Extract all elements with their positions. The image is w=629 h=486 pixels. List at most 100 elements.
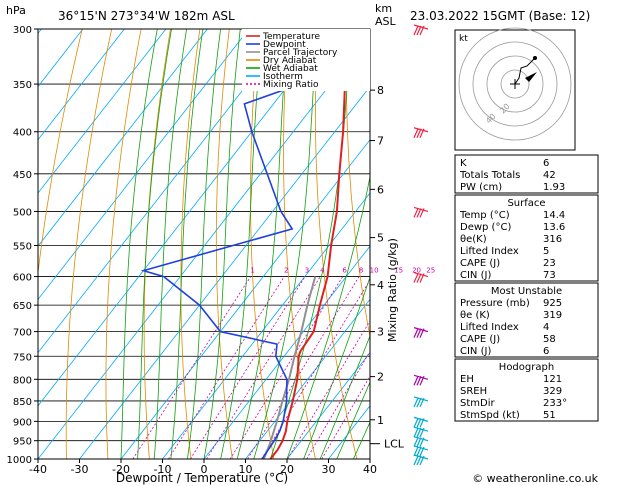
wet-adiabat-lines (120, 29, 370, 459)
wet-adiabat (153, 29, 187, 459)
wet-adiabat (236, 29, 289, 459)
wet-adiabat (270, 29, 352, 459)
mixing-ratio-line (206, 276, 321, 459)
legend-label: Parcel Trajectory (263, 48, 338, 58)
wind-barb-flag (416, 128, 422, 138)
stat-section-title: Surface (507, 198, 545, 209)
wind-barb-flag (413, 273, 419, 283)
wind-barb-flag (416, 397, 422, 408)
wind-barb (413, 445, 429, 457)
isotherm (162, 192, 370, 459)
km-tick-label: 2 (377, 371, 384, 384)
stat-label: StmSpd (kt) (460, 410, 520, 421)
wind-barb-flag (416, 328, 422, 338)
storm-motion-arrow (525, 72, 537, 82)
wind-barb-flag (419, 437, 425, 447)
wet-adiabat (203, 29, 241, 459)
stat-label: θe (K) (460, 310, 490, 321)
wind-barb-flag (416, 446, 422, 457)
pressure-tick-label: 1000 (7, 455, 32, 466)
wind-barb-flag (416, 208, 422, 218)
wet-adiabat (286, 174, 370, 459)
stat-value: 925 (543, 298, 562, 309)
wind-barb (413, 24, 429, 36)
pressure-unit-label: hPa (6, 4, 26, 17)
pressure-tick-label: 600 (13, 273, 32, 284)
wind-barb (413, 374, 429, 386)
dry-adiabat (315, 29, 358, 459)
stat-value: 73 (543, 270, 556, 281)
mixing-ratio-line (229, 276, 344, 459)
wind-barb-flag (416, 455, 422, 466)
wind-barb-flag (419, 446, 425, 457)
indices-box (454, 154, 599, 194)
wet-adiabat (137, 29, 172, 459)
temp-tick-label: 30 (322, 463, 336, 476)
dry-adiabat (143, 29, 171, 459)
wind-barb-flag (419, 328, 425, 338)
wind-barb (413, 327, 429, 338)
stat-value: 58 (543, 334, 556, 345)
surface-box (454, 194, 599, 282)
wind-barb (413, 271, 429, 283)
asl-label: ASL (375, 15, 397, 28)
mixing-ratio-line (321, 375, 370, 459)
pressure-tick-label: 500 (13, 207, 32, 218)
isotherm (120, 139, 370, 459)
mixing-ratio-label: 15 (394, 267, 403, 275)
wind-barb (413, 127, 429, 138)
wet-adiabat (336, 380, 370, 459)
km-tick-label: 7 (377, 135, 384, 148)
pressure-tick-label: 750 (13, 352, 32, 363)
temperature-line (269, 29, 354, 459)
isotherm (79, 85, 370, 459)
mixing-ratio-axis-title: Mixing Ratio (g/kg) (386, 238, 399, 342)
stat-label: Temp (°C) (459, 210, 510, 221)
stat-value: 14.4 (543, 210, 565, 221)
temp-tick-label: 20 (280, 463, 294, 476)
isotherm (38, 29, 250, 301)
isotherm (38, 29, 125, 141)
mixing-ratio-label: 6 (342, 267, 347, 275)
isotherm (38, 32, 370, 459)
legend-label: Temperature (262, 32, 320, 42)
hodograph-ring (500, 69, 530, 99)
hodograph-stats-box (454, 358, 599, 422)
km-tick-label: 3 (377, 326, 384, 339)
wind-barb-flag (419, 25, 425, 36)
pressure-tick-label: 700 (13, 328, 32, 339)
hodograph-ring (458, 27, 572, 141)
stat-label: StmDir (460, 398, 495, 409)
wind-barb-flag (413, 418, 419, 428)
stat-label: EH (460, 374, 474, 385)
wind-barb-flag (419, 418, 425, 428)
km-tick-label: 1 (377, 414, 384, 427)
stat-label: CAPE (J) (460, 258, 500, 269)
wind-barb-flag (413, 208, 419, 218)
wind-barb-flag (413, 376, 419, 386)
isotherm (286, 351, 370, 459)
wet-adiabat (319, 334, 370, 459)
hodograph-ring (472, 41, 558, 127)
mixing-ratio-line (247, 276, 360, 459)
legend-label: Mixing Ratio (263, 80, 319, 90)
wind-barb-flag (416, 418, 422, 428)
legend-label: Dry Adiabat (263, 56, 317, 66)
stat-value: 42 (543, 170, 556, 181)
dewpoint-profile (140, 58, 370, 459)
temp-tick-label: -30 (71, 463, 89, 476)
stat-label: CIN (J) (460, 270, 491, 281)
stats-table: K 6 Totals Totals 42 PW (cm) 1.93 SurfaceTemp … (454, 154, 599, 422)
wet-adiabat (253, 29, 318, 459)
wind-barbs (413, 24, 429, 466)
parcel-trajectory-line (262, 276, 317, 459)
wind-barb (413, 206, 429, 218)
wind-barb-flag (419, 128, 425, 138)
km-tick-label: 4 (377, 279, 384, 292)
wind-barb-flag (413, 427, 419, 438)
wet-adiabat (170, 29, 204, 459)
wind-barb-flag (419, 455, 425, 466)
wet-adiabat (303, 275, 370, 459)
wind-barb-flag (413, 446, 419, 457)
mixing-ratio-line (190, 276, 306, 459)
